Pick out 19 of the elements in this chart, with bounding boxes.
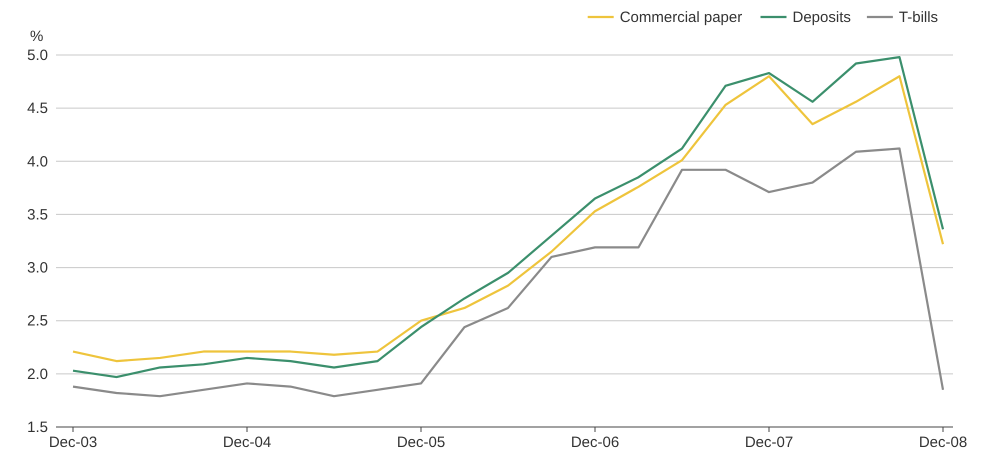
x-tick-label: Dec-08 <box>918 434 968 451</box>
y-tick-label: 4.0 <box>27 153 48 170</box>
x-tick-label: Dec-03 <box>48 434 98 451</box>
x-tick-label: Dec-06 <box>570 434 620 451</box>
x-tick-label: Dec-07 <box>744 434 794 451</box>
y-axis-title: % <box>30 28 44 45</box>
legend-label: Commercial paper <box>620 9 742 26</box>
y-tick-label: 5.0 <box>27 47 48 64</box>
y-tick-label: 3.0 <box>27 260 48 277</box>
legend-label: T-bills <box>898 9 938 26</box>
y-tick-label: 2.0 <box>27 366 48 383</box>
x-tick-label: Dec-05 <box>396 434 446 451</box>
y-tick-label: 3.5 <box>27 206 48 224</box>
legend-label: Deposits <box>792 9 851 26</box>
x-tick-label: Dec-04 <box>222 434 272 451</box>
y-tick-label: 4.5 <box>27 100 48 118</box>
y-tick-label: 1.5 <box>27 419 48 436</box>
line-series <box>72 147 944 398</box>
y-tick-label: 2.5 <box>27 312 48 330</box>
